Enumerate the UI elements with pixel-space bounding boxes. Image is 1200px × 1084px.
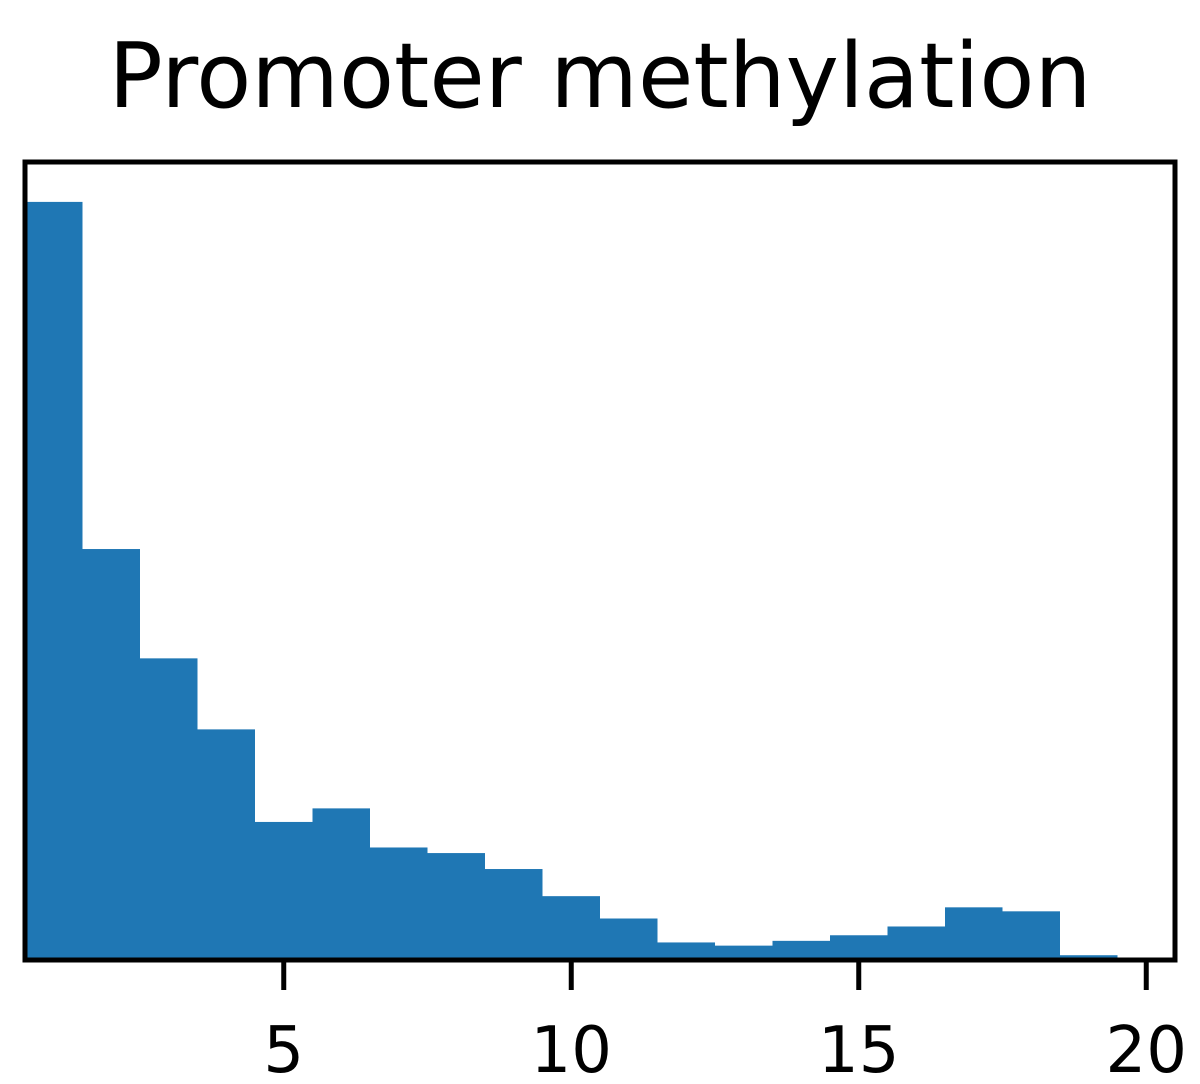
- histogram-bar: [715, 945, 773, 960]
- histogram-bar: [772, 940, 830, 960]
- x-tick-label: 15: [818, 1014, 899, 1080]
- histogram-bar: [830, 935, 888, 960]
- histogram-bar: [312, 808, 370, 960]
- histogram-bar: [945, 907, 1003, 960]
- bars-group: [25, 201, 1118, 960]
- x-tick-label: 5: [263, 1014, 304, 1080]
- x-tick-label: 20: [1106, 1014, 1187, 1080]
- histogram-bar: [197, 729, 255, 960]
- histogram-bar: [542, 896, 600, 960]
- histogram-bar: [25, 201, 83, 960]
- histogram-bar: [255, 821, 313, 960]
- histogram-bar: [370, 847, 428, 960]
- axes-frame: [22, 159, 1178, 963]
- x-axis-ticks: 5 10 15 20: [263, 960, 1187, 1084]
- histogram-bar: [600, 918, 658, 960]
- chart-title: Promoter methylation: [108, 24, 1092, 129]
- x-tick-label: 10: [531, 1014, 612, 1080]
- histogram-bar: [427, 853, 485, 960]
- histogram-bar: [82, 549, 140, 960]
- histogram-bar: [1002, 911, 1060, 960]
- histogram-bar: [140, 658, 198, 960]
- histogram-bar: [657, 942, 715, 960]
- histogram-bar: [485, 869, 543, 960]
- histogram-bar: [887, 926, 945, 960]
